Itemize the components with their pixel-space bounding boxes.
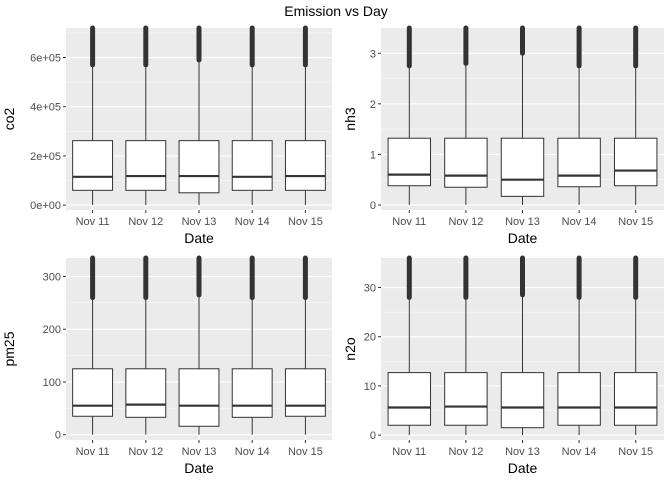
box-iqr	[613, 372, 658, 426]
x-tick-label: Nov 11	[392, 446, 426, 458]
x-tick-label: Nov 12	[128, 446, 163, 458]
box-iqr	[444, 137, 488, 188]
box-nov-14	[231, 255, 273, 435]
x-tick-label: Nov 14	[235, 216, 270, 228]
box-nov-14	[557, 25, 601, 205]
x-axis-title: Date	[184, 460, 214, 476]
y-tick-label: 200	[43, 324, 61, 336]
x-tick-label: Nov 13	[182, 216, 217, 228]
x-tick-label: Nov 11	[76, 446, 110, 458]
box-nov-15	[284, 25, 326, 206]
box-nov-12	[444, 25, 488, 205]
box-iqr	[284, 368, 326, 417]
box-iqr	[387, 137, 432, 187]
y-tick-label: 0e+00	[30, 200, 61, 212]
x-axis-title: Date	[508, 230, 538, 246]
y-tick-label: 100	[43, 377, 61, 389]
x-tick-label: Nov 15	[618, 216, 653, 228]
panel-pm25: 0 100 200 300 Nov 11 Nov 12 Nov 13 Nov 14 Nov 15…	[1, 255, 332, 476]
panel-co2: 0e+00 2e+05 4e+05 6e+05 Nov 11 Nov 12 Nov 13 No…	[1, 25, 332, 246]
x-tick-label: Nov 15	[288, 216, 323, 228]
x-tick-label: Nov 14	[562, 216, 597, 228]
y-tick-label: 0	[370, 430, 376, 442]
x-tick-label: Nov 12	[128, 216, 163, 228]
box-iqr	[231, 140, 273, 191]
x-tick-label: Nov 12	[448, 446, 483, 458]
box-nov-13	[178, 255, 220, 435]
box-nov-13	[178, 25, 220, 206]
y-tick-label: 0	[370, 200, 376, 212]
panel-nh3: 0 1 2 3 Nov 11 Nov 12 Nov 13 Nov 14 Nov 15 Date nh…	[342, 25, 664, 246]
box-nov-14	[557, 255, 601, 436]
y-tick-label: 6e+05	[30, 53, 61, 65]
y-tick-label: 20	[364, 332, 376, 344]
box-iqr	[387, 372, 432, 426]
box-nov-13	[500, 255, 545, 436]
x-tick-label: Nov 14	[235, 446, 270, 458]
box-iqr	[557, 137, 601, 188]
y-axis-title: n2o	[342, 337, 358, 361]
y-tick-label: 0	[55, 430, 61, 442]
box-iqr	[72, 140, 114, 191]
box-iqr	[284, 140, 326, 191]
box-iqr	[500, 137, 545, 197]
box-nov-11	[72, 255, 114, 435]
y-axis-title: pm25	[1, 331, 17, 366]
x-axis-title: Date	[508, 460, 538, 476]
panel-n2o: 0 10 20 30 Nov 11 Nov 12 Nov 13 Nov 14 Nov 15 Dat…	[342, 255, 664, 476]
x-tick-label: Nov 13	[505, 216, 540, 228]
box-nov-12	[444, 255, 488, 436]
y-axis-title: co2	[1, 108, 17, 131]
x-tick-label: Nov 15	[288, 446, 323, 458]
y-axis-title: nh3	[342, 107, 358, 131]
y-tick-label: 4e+05	[30, 102, 61, 114]
x-tick-label: Nov 15	[618, 446, 653, 458]
y-tick-label: 3	[370, 48, 376, 60]
box-iqr	[613, 137, 658, 187]
box-iqr	[178, 368, 220, 427]
box-iqr	[231, 368, 273, 418]
box-nov-14	[231, 25, 273, 206]
figure-title: Emission vs Day	[284, 3, 388, 19]
x-tick-label: Nov 11	[76, 216, 110, 228]
box-iqr	[557, 372, 601, 426]
box-iqr	[500, 372, 545, 429]
box-iqr	[72, 368, 114, 417]
box-nov-13	[500, 25, 545, 205]
x-tick-label: Nov 11	[392, 216, 426, 228]
x-axis-title: Date	[184, 230, 214, 246]
box-nov-11	[72, 25, 114, 206]
box-nov-12	[125, 25, 167, 206]
x-tick-label: Nov 12	[448, 216, 483, 228]
x-tick-label: Nov 14	[562, 446, 597, 458]
box-iqr	[125, 140, 167, 191]
box-nov-11	[387, 255, 432, 436]
y-tick-label: 300	[43, 271, 61, 283]
y-tick-label: 1	[370, 149, 376, 161]
x-tick-label: Nov 13	[505, 446, 540, 458]
box-nov-15	[284, 255, 326, 435]
y-tick-label: 2	[370, 99, 376, 111]
x-tick-label: Nov 13	[182, 446, 217, 458]
box-nov-12	[125, 255, 167, 435]
box-iqr	[178, 140, 220, 194]
box-nov-11	[387, 25, 432, 205]
y-tick-label: 10	[364, 381, 376, 393]
box-nov-15	[613, 255, 658, 436]
box-nov-15	[613, 25, 658, 205]
y-tick-label: 2e+05	[30, 151, 61, 163]
box-iqr	[125, 368, 167, 418]
box-iqr	[444, 372, 488, 426]
y-tick-label: 30	[364, 283, 376, 295]
